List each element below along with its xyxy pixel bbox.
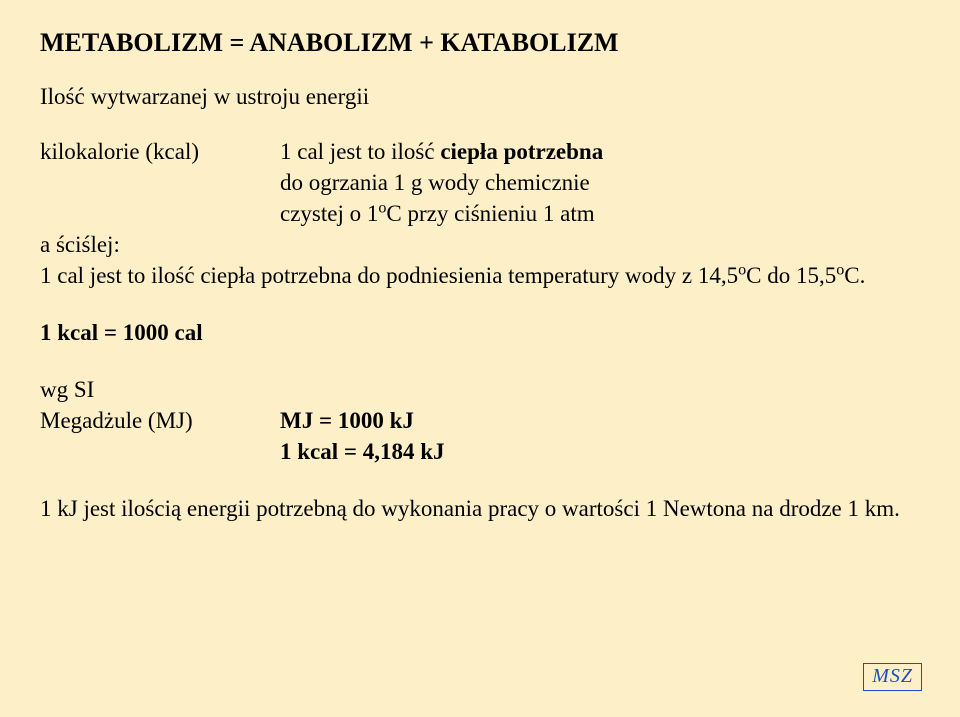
mj-row: Megadżule (MJ) MJ = 1000 kJ xyxy=(40,405,920,436)
kcal-def-line1: 1 cal jest to ilość ciepła potrzebna xyxy=(280,136,920,167)
mj-label: Megadżule (MJ) xyxy=(40,405,280,436)
kj-equation: 1 kcal = 4,184 kJ xyxy=(40,436,920,467)
kcal-definition: 1 cal jest to ilość ciepła potrzebna do … xyxy=(280,136,920,229)
kj-definition: 1 kJ jest ilością energii potrzebną do w… xyxy=(40,493,920,524)
kcal-def-line2: do ogrzania 1 g wody chemicznie xyxy=(280,167,920,198)
scislej-def: 1 cal jest to ilość ciepła potrzebna do … xyxy=(40,260,920,291)
kcal-def-l1-bold: ciepła potrzebna xyxy=(440,139,603,164)
subtitle: Ilość wytwarzanej w ustroju energii xyxy=(40,84,920,110)
msz-badge: MSZ xyxy=(863,663,922,691)
kcal-def-line3: czystej o 1oC przy ciśnieniu 1 atm xyxy=(280,198,920,229)
kcal-label: kilokalorie (kcal) xyxy=(40,136,280,229)
title: METABOLIZM = ANABOLIZM + KATABOLIZM xyxy=(40,28,920,58)
slide: METABOLIZM = ANABOLIZM + KATABOLIZM Iloś… xyxy=(0,0,960,524)
si-label: wg SI xyxy=(40,374,920,405)
mj-equation: MJ = 1000 kJ xyxy=(280,405,920,436)
scislej-label: a ściślej: xyxy=(40,229,920,260)
kcal-equation: 1 kcal = 1000 cal xyxy=(40,317,920,348)
kcal-row: kilokalorie (kcal) 1 cal jest to ilość c… xyxy=(40,136,920,229)
kcal-def-l1-pre: 1 cal jest to ilość xyxy=(280,139,440,164)
